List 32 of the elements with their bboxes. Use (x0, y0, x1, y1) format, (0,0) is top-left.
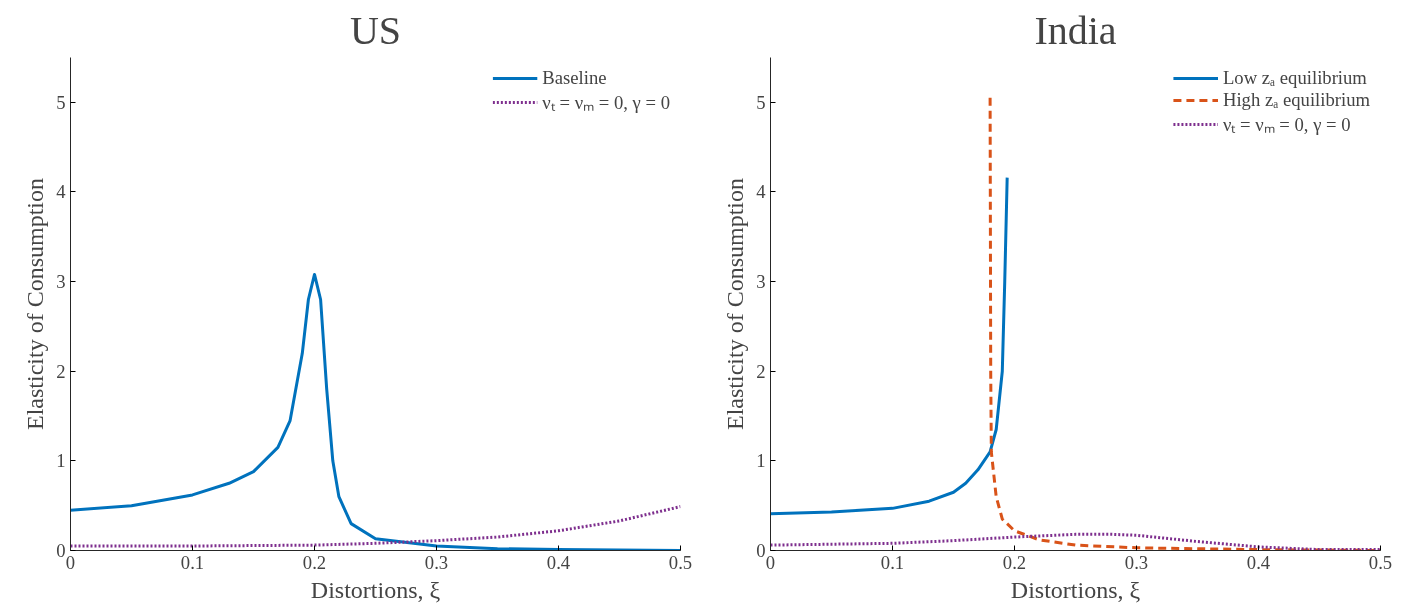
y-tick-label: 4 (56, 181, 67, 203)
x-tick-label: 0.1 (880, 551, 905, 573)
x-tick-label: 0.4 (546, 551, 571, 573)
legend-label: νₜ = νₘ = 0, γ = 0 (542, 91, 670, 114)
y-tick-label: 1 (756, 450, 766, 472)
x-tick-label: 0.5 (668, 551, 693, 573)
legend-label: Baseline (542, 67, 607, 89)
y-tick-label: 3 (56, 271, 66, 293)
legend-label: High zₐ equilibrium (1222, 89, 1370, 111)
legend-label: νₜ = νₘ = 0, γ = 0 (1222, 113, 1351, 136)
y-tick-label: 2 (756, 360, 766, 382)
x-tick-label: 0.2 (1002, 551, 1027, 573)
x-axis-title: Distortions, ξ (310, 576, 441, 603)
y-axis-title: Elasticity of Consumption (722, 177, 749, 430)
y-tick-label: 3 (756, 271, 766, 293)
x-tick-label: 0.5 (1368, 551, 1393, 573)
y-tick-label: 1 (56, 450, 66, 472)
y-tick-label: 2 (56, 360, 66, 382)
y-tick-label: 4 (756, 181, 767, 203)
legend-label: Low zₐ equilibrium (1222, 67, 1367, 89)
x-axis-title: Distortions, ξ (1010, 576, 1141, 603)
line-series (770, 176, 1009, 516)
chart-title: US (349, 7, 402, 53)
x-tick-label: 0.2 (302, 551, 327, 573)
y-tick-label: 5 (756, 91, 766, 113)
x-tick-label: 0.3 (424, 551, 449, 573)
x-tick-label: 0.3 (1124, 551, 1149, 573)
y-axis-title: Elasticity of Consumption (22, 177, 49, 430)
chart-title: India (1034, 7, 1117, 53)
x-tick-label: 0.4 (1246, 551, 1271, 573)
y-tick-label: 5 (56, 91, 66, 113)
x-tick-label: 0.1 (180, 551, 205, 573)
